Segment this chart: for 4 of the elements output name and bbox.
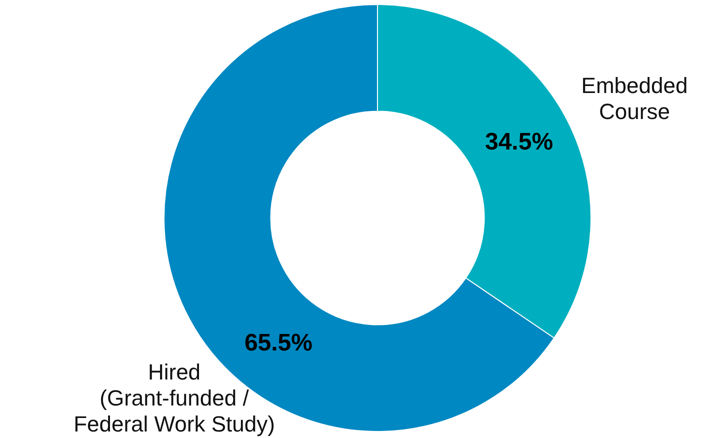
slice-label: Hired (Grant-funded / Federal Work Study) [74,359,275,436]
data-label: 34.5% [484,128,554,156]
slice-label: Embedded Course [581,73,688,124]
data-label: 65.5% [244,329,313,356]
